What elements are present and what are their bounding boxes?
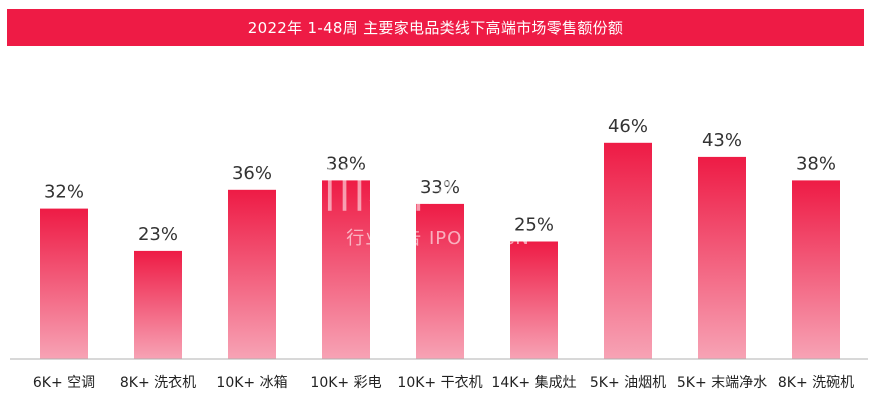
category-label-3: 10K+ 冰箱 [216, 375, 287, 391]
category-label-2: 8K+ 洗衣机 [120, 375, 196, 391]
bar-8 [698, 156, 746, 359]
bar-9 [792, 180, 840, 359]
category-labels-group: 6K+ 空调 8K+ 洗衣机 10K+ 冰箱 10K+ 彩电 10K+ 干衣机 14K+ … [33, 374, 854, 391]
category-label-5: 10K+ 干衣机 [397, 375, 482, 391]
value-label-4: 38% [326, 153, 366, 174]
bar-2 [134, 250, 182, 359]
value-label-7: 46% [608, 116, 648, 137]
bars-group: 32% 23% 36% 38% 33% 25% 46% 43% 38% [40, 116, 840, 359]
category-label-1: 6K+ 空调 [33, 375, 95, 391]
value-label-5: 33% [420, 177, 460, 198]
chart-title: 2022年 1-48周 主要家电品类线下高端市场零售额份额 [7, 9, 864, 46]
bar-7 [604, 142, 652, 359]
watermark-sub-text: 行业报告 IPOIPO.CN [346, 228, 529, 249]
category-label-8: 5K+ 末端净水 [677, 375, 767, 391]
bar-5 [416, 203, 464, 359]
value-label-3: 36% [232, 163, 272, 184]
value-label-6: 25% [514, 215, 554, 236]
value-label-2: 23% [138, 224, 178, 245]
category-label-9: 8K+ 洗碗机 [778, 375, 854, 391]
watermark: |||洋|尤购家 行业报告 IPOIPO.CN [322, 160, 557, 249]
value-label-8: 43% [702, 130, 742, 151]
category-label-7: 5K+ 油烟机 [590, 375, 666, 391]
bar-6 [510, 241, 558, 359]
value-label-9: 38% [796, 153, 836, 174]
category-label-6: 14K+ 集成灶 [491, 374, 576, 391]
watermark-main-text: |||洋|尤购家 [322, 160, 557, 211]
bar-3 [228, 189, 276, 359]
bar-1 [40, 208, 88, 359]
value-label-1: 32% [44, 182, 84, 203]
category-label-4: 10K+ 彩电 [310, 375, 381, 391]
bar-4 [322, 180, 370, 359]
